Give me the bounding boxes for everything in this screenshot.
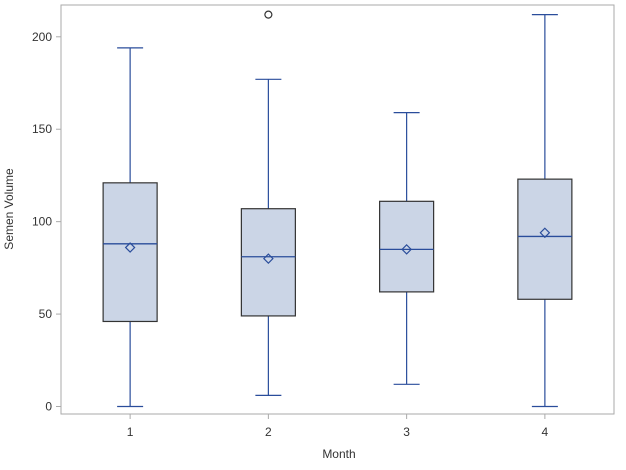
y-tick-label: 200 — [32, 30, 52, 44]
boxes-layer — [102, 10, 573, 408]
y-axis-label: Semen Volume — [2, 168, 16, 250]
y-tick-label: 50 — [39, 307, 53, 321]
x-axis: 1 2 3 4 — [127, 414, 549, 439]
x-tick-label: 3 — [403, 425, 410, 439]
mean-marker — [263, 253, 274, 264]
iqr-box — [517, 178, 573, 300]
box-group-month-4 — [517, 14, 573, 408]
box-group-month-1 — [102, 47, 158, 408]
outlier-point — [264, 10, 273, 19]
y-tick-label: 150 — [32, 122, 52, 136]
x-tick-label: 1 — [127, 425, 134, 439]
mean-marker — [401, 244, 412, 255]
x-tick-label: 4 — [542, 425, 549, 439]
x-axis-label: Month — [322, 447, 355, 461]
mean-marker — [124, 242, 136, 253]
y-axis: 0 50 100 150 200 — [32, 30, 61, 414]
box-group-month-3 — [379, 111, 435, 385]
y-tick-label: 100 — [32, 215, 52, 229]
y-tick-label: 0 — [45, 400, 52, 414]
mean-marker — [539, 227, 551, 239]
box-group-month-2 — [240, 10, 296, 397]
iqr-box — [379, 200, 435, 293]
x-tick-label: 2 — [265, 425, 272, 439]
plot-frame — [60, 4, 615, 415]
